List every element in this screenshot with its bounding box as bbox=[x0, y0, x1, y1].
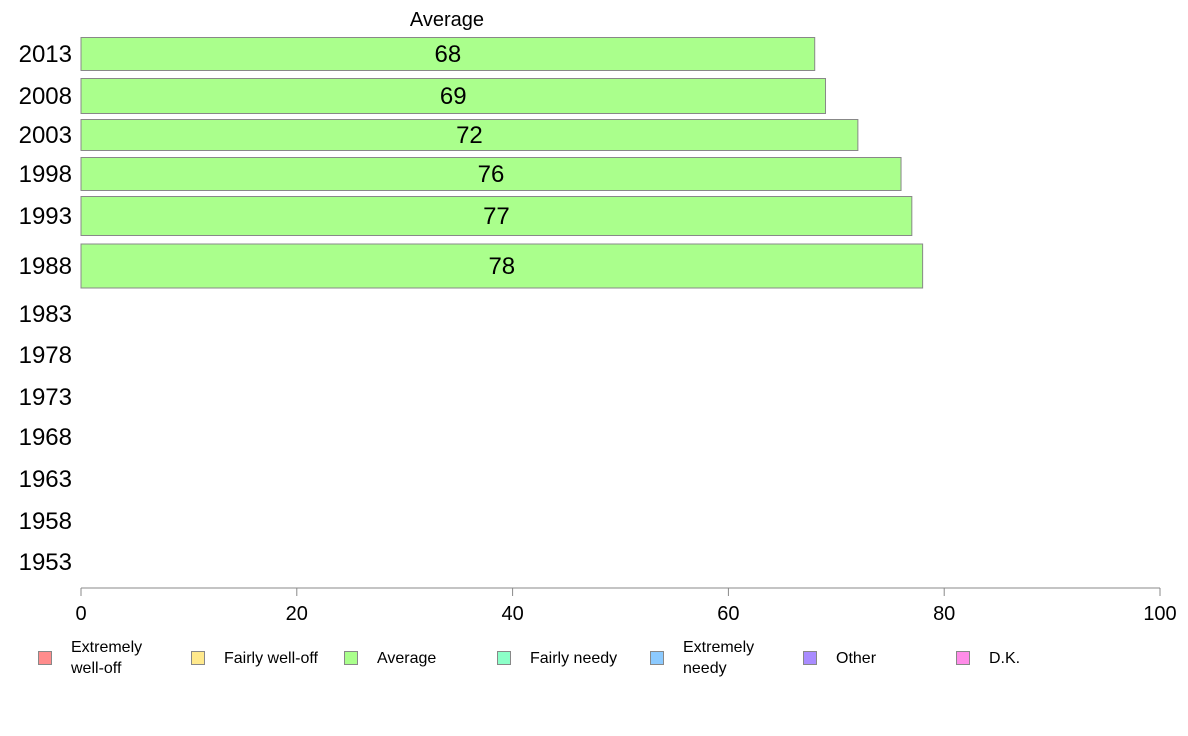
x-tick-label-20: 20 bbox=[286, 603, 308, 625]
legend-item: Extremely needy bbox=[650, 636, 793, 680]
row-label-1958: 1958 bbox=[19, 508, 72, 535]
row-labels-group: 2013 2008 2003 1998 1993 1988 1983 1978 1973 1968… bbox=[19, 41, 72, 576]
bar-value-label-1998: 76 bbox=[478, 161, 505, 188]
legend-label: Other bbox=[836, 649, 877, 667]
bar-2003 bbox=[80, 119, 859, 151]
bar-2008 bbox=[80, 78, 827, 114]
row-label-1993: 1993 bbox=[19, 203, 72, 230]
legend-item: Fairly well-off bbox=[191, 636, 334, 680]
legend-item: Fairly needy bbox=[497, 636, 640, 680]
row-label-1983: 1983 bbox=[19, 301, 72, 328]
row-label-2013: 2013 bbox=[19, 41, 72, 68]
bar-value-label-2008: 69 bbox=[440, 83, 467, 110]
x-tick-label-40: 40 bbox=[501, 603, 523, 625]
legend-swatch bbox=[344, 651, 358, 665]
legend-label: Average bbox=[377, 649, 437, 667]
bar-value-label-1988: 78 bbox=[488, 253, 515, 280]
legend-item: D.K. bbox=[956, 636, 1099, 680]
row-label-1988: 1988 bbox=[19, 253, 72, 280]
series-title: Average bbox=[410, 9, 484, 31]
row-label-1963: 1963 bbox=[19, 466, 72, 493]
legend-item: Extremely well-off bbox=[38, 636, 181, 680]
x-tick-label-100: 100 bbox=[1143, 603, 1176, 625]
legend-label: Fairly needy bbox=[530, 649, 618, 667]
row-label-1968: 1968 bbox=[19, 424, 72, 451]
bar-1988 bbox=[80, 243, 924, 289]
row-label-1998: 1998 bbox=[19, 161, 72, 188]
legend-item: Average bbox=[344, 636, 487, 680]
x-ticks-group: 0 20 40 60 80 100 bbox=[75, 588, 1177, 625]
bar-2013 bbox=[80, 37, 816, 71]
row-label-1973: 1973 bbox=[19, 384, 72, 411]
legend: Extremely well-off Fairly well-off Average F… bbox=[30, 636, 1170, 686]
x-tick-label-80: 80 bbox=[933, 603, 955, 625]
bars-group: 68 69 72 76 77 78 bbox=[80, 37, 924, 289]
legend-swatch bbox=[191, 651, 205, 665]
bar-1993 bbox=[80, 196, 913, 236]
bar-value-label-2013: 68 bbox=[435, 41, 462, 68]
row-label-2003: 2003 bbox=[19, 122, 72, 149]
legend-item: Other bbox=[803, 636, 946, 680]
bar-value-label-2003: 72 bbox=[456, 122, 483, 149]
legend-label: D.K. bbox=[989, 649, 1021, 667]
bar-chart: Average 68 69 72 76 77 78 2013 2008 2003 1998 199… bbox=[19, 9, 1177, 625]
legend-label: Fairly well-off bbox=[224, 649, 318, 667]
legend-label: Extremely well-off bbox=[71, 639, 143, 677]
row-label-1978: 1978 bbox=[19, 342, 72, 369]
legend-swatch bbox=[497, 651, 511, 665]
legend-swatch bbox=[650, 651, 664, 665]
legend-swatch bbox=[38, 651, 52, 665]
legend-label: Extremely needy bbox=[683, 639, 755, 677]
x-tick-label-60: 60 bbox=[717, 603, 739, 625]
legend-swatch bbox=[956, 651, 970, 665]
x-tick-label-0: 0 bbox=[75, 603, 86, 625]
bar-value-label-1993: 77 bbox=[483, 203, 510, 230]
bar-1998 bbox=[80, 157, 902, 191]
row-label-1953: 1953 bbox=[19, 549, 72, 576]
legend-swatch bbox=[803, 651, 817, 665]
row-label-2008: 2008 bbox=[19, 83, 72, 110]
